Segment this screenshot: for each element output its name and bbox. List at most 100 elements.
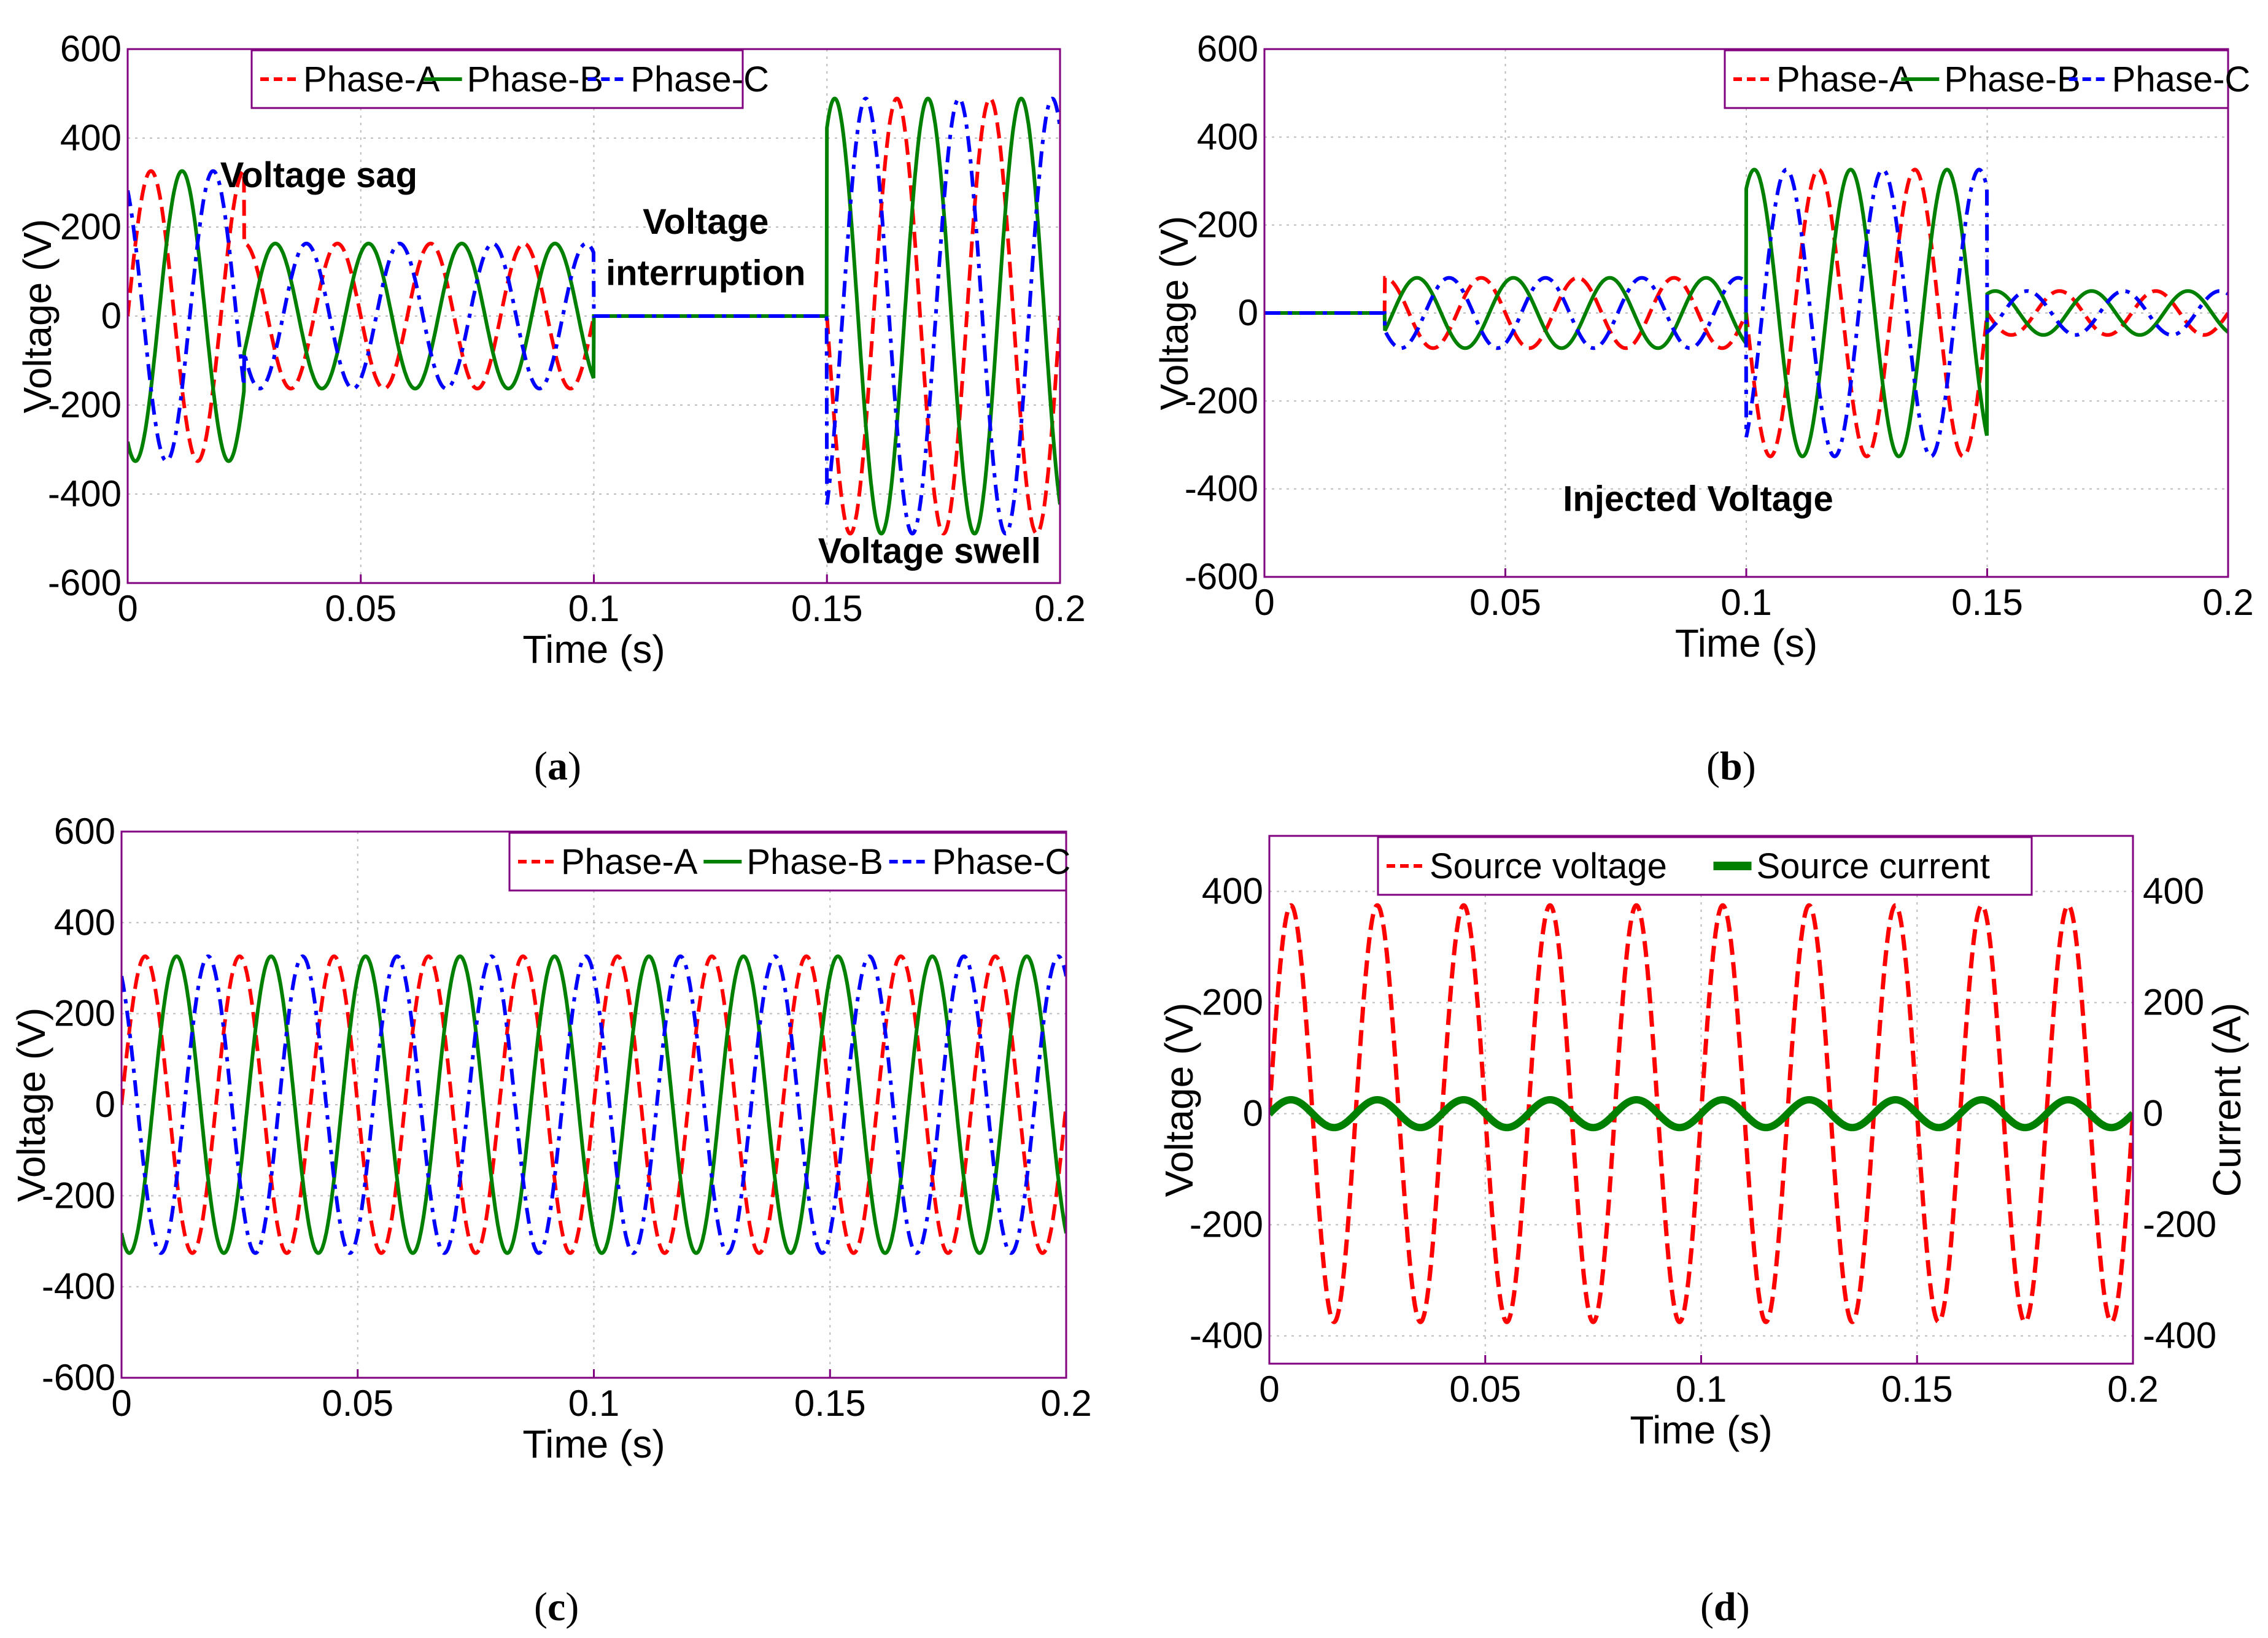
panel-caption: (c)	[534, 1585, 579, 1629]
y-tick-label: -400	[42, 1266, 115, 1307]
legend-box	[1377, 836, 2033, 896]
y-tick-label: 600	[60, 28, 122, 69]
y-right-tick-label: 0	[2143, 1093, 2163, 1134]
series-group	[1264, 168, 2228, 458]
legend-label: Phase-C	[2112, 60, 2251, 99]
x-axis-label: Time (s)	[522, 1422, 665, 1466]
x-tick-label: 0.05	[325, 588, 397, 629]
x-tick-label: 0.1	[568, 1383, 619, 1424]
annotation: Voltage	[643, 202, 768, 242]
legend: Phase-A Phase-B Phase-C	[508, 832, 1071, 892]
y-tick-label: 400	[54, 902, 115, 943]
legend-box	[1724, 49, 2229, 109]
legend: Phase-A Phase-B Phase-C	[250, 49, 769, 109]
x-axis-label: Time (s)	[1675, 621, 1817, 665]
y-tick-label: 400	[60, 117, 122, 158]
annotation: Voltage sag	[220, 155, 417, 195]
legend-label: Phase-B	[1944, 60, 2080, 99]
series-group	[1269, 903, 2133, 1324]
legend: Phase-A Phase-B Phase-C	[1724, 49, 2251, 109]
panel-caption: (d)	[1700, 1585, 1750, 1629]
y-tick-label: -200	[48, 384, 122, 425]
annotation: interruption	[606, 253, 805, 293]
x-tick-label: 0	[1254, 582, 1274, 623]
legend-box	[250, 49, 744, 109]
y-tick-label: 0	[1243, 1093, 1263, 1134]
legend-label: Phase-C	[630, 60, 769, 99]
chart-d: 0 0.05 0.1 0.15 0.2 -400 -200 0 200 400 -400 -200 0 2…	[1157, 835, 2249, 1629]
series-phase-c	[128, 96, 1060, 536]
x-tick-label: 0	[117, 588, 137, 629]
series-group	[128, 96, 1060, 536]
y-tick-label: 600	[54, 811, 115, 852]
y-tick-label: 200	[1197, 204, 1258, 245]
series-phase-a	[122, 954, 1066, 1255]
x-tick-label: 0.05	[322, 1383, 393, 1424]
x-tick-label: 0.2	[2107, 1369, 2158, 1410]
x-tick-label: 0.05	[1449, 1369, 1521, 1410]
y-right-axis-label: Current (A)	[2205, 1003, 2249, 1197]
y-tick-label: 400	[1197, 116, 1258, 157]
legend-label: Phase-A	[303, 60, 440, 99]
x-tick-label: 0.2	[1040, 1383, 1091, 1424]
y-tick-label: -400	[48, 473, 122, 514]
y-tick-label: -600	[42, 1357, 115, 1398]
legend: Source voltage Source current	[1377, 836, 2033, 896]
y-tick-label: 200	[60, 206, 122, 247]
series-phase-a	[128, 96, 1060, 536]
y-tick-label: 0	[95, 1084, 115, 1125]
panel-caption: (b)	[1706, 744, 1756, 789]
series-group	[122, 954, 1066, 1255]
chart-b: 0 0.05 0.1 0.15 0.2 -600 -400 -200 0 200 400 600 Tim…	[1152, 28, 2254, 789]
y-tick-label: -400	[1185, 468, 1258, 509]
x-tick-label: 0.05	[1469, 582, 1541, 623]
y-tick-label: 200	[54, 993, 115, 1034]
legend-box	[508, 832, 1067, 892]
y-tick-label: -600	[48, 562, 122, 603]
grid	[121, 831, 1067, 1378]
x-tick-label: 0.15	[794, 1383, 866, 1424]
x-tick-label: 0.1	[1676, 1369, 1727, 1410]
y-tick-label: 0	[1238, 292, 1258, 333]
legend-label: Source current	[1757, 846, 1990, 886]
series-phase-b	[122, 954, 1066, 1255]
panel-caption: (a)	[534, 744, 581, 789]
series-phase-c	[122, 954, 1066, 1255]
y-tick-label: -400	[1190, 1315, 1263, 1356]
legend-label: Phase-C	[932, 842, 1071, 882]
series-phase-b	[1264, 168, 2228, 458]
x-tick-label: 0.1	[568, 588, 619, 629]
y-right-tick-label: -400	[2143, 1315, 2216, 1356]
x-tick-label: 0.2	[1034, 588, 1085, 629]
chart-a: 0 0.05 0.1 0.15 0.2 -600 -400 -200 0 200 400 600 Tim…	[15, 28, 1086, 789]
y-tick-label: -600	[1185, 556, 1258, 597]
annotation: Voltage swell	[818, 531, 1041, 571]
x-axis-label: Time (s)	[1630, 1408, 1772, 1452]
y-right-tick-label: 200	[2143, 982, 2204, 1023]
y-tick-label: -200	[1190, 1204, 1263, 1245]
legend-label: Source voltage	[1430, 846, 1667, 886]
annotation: Injected Voltage	[1563, 479, 1833, 519]
x-tick-label: 0.15	[1881, 1369, 1953, 1410]
x-tick-label: 0.15	[791, 588, 863, 629]
y-tick-label: 400	[1202, 871, 1263, 912]
x-tick-label: 0	[1259, 1369, 1279, 1410]
legend-label: Phase-B	[467, 60, 603, 99]
x-tick-label: 0.1	[1720, 582, 1771, 623]
y-tick-label: -200	[42, 1175, 115, 1216]
x-tick-label: 0.2	[2202, 582, 2253, 623]
y-tick-label: 0	[101, 295, 122, 336]
x-tick-label: 0	[111, 1383, 131, 1424]
y-axis-label: Voltage (V)	[9, 1008, 53, 1202]
y-right-tick-label: -200	[2143, 1204, 2216, 1245]
chart-c: 0 0.05 0.1 0.15 0.2 -600 -400 -200 0 200 400 600 Tim…	[9, 811, 1092, 1629]
y-axis-label: Voltage (V)	[1157, 1003, 1201, 1197]
legend-label: Phase-A	[1776, 60, 1913, 99]
y-tick-label: 200	[1202, 982, 1263, 1023]
x-tick-label: 0.15	[1951, 582, 2023, 623]
legend-label: Phase-B	[746, 842, 883, 882]
series-source-current	[1269, 1096, 2133, 1132]
y-axis-label: Voltage (V)	[15, 219, 60, 414]
legend-label: Phase-A	[561, 842, 698, 882]
